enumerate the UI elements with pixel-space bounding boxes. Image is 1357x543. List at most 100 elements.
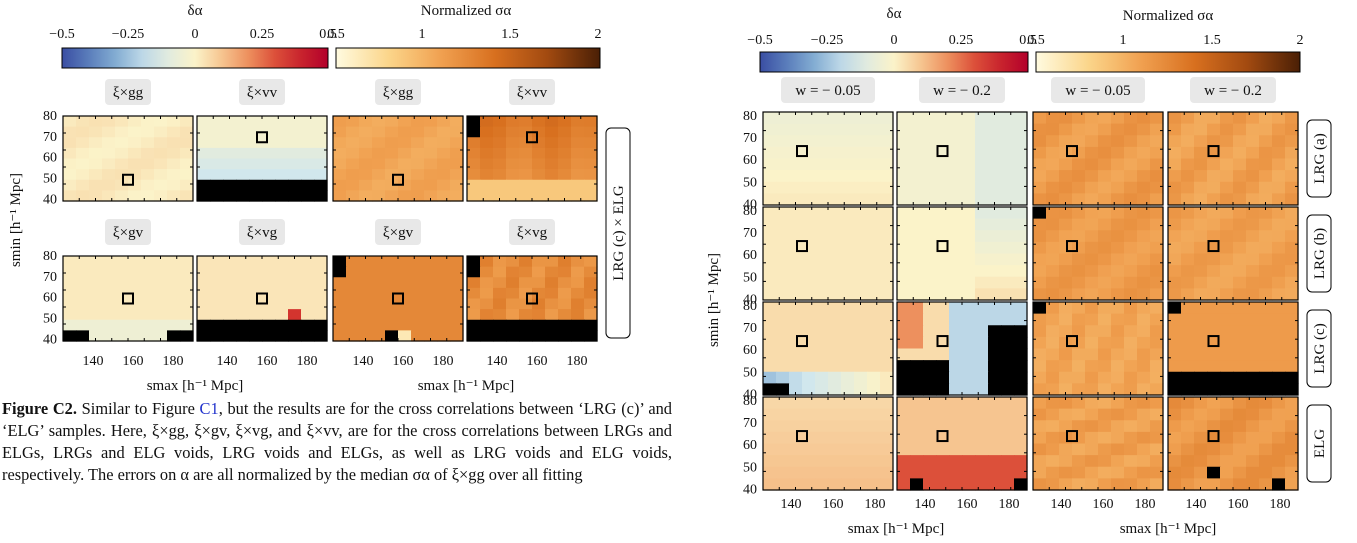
heatmap-cell	[1181, 265, 1195, 278]
heatmap-cell	[359, 147, 373, 160]
heatmap-cell	[1098, 265, 1112, 278]
heatmap-cell	[897, 123, 911, 136]
heatmap-cell	[154, 179, 168, 191]
heatmap-cell	[867, 466, 881, 479]
heatmap-cell	[1085, 371, 1099, 384]
heatmap-cell	[1207, 253, 1221, 266]
heatmap-cell	[493, 319, 507, 331]
heatmap-cell	[210, 287, 224, 300]
heatmap-cell	[89, 116, 103, 128]
heatmap-cell	[910, 170, 924, 183]
heatmap-cell	[1168, 207, 1182, 220]
heatmap-cell	[854, 193, 868, 206]
heatmap-cell	[1220, 443, 1234, 456]
heatmap-cell	[854, 313, 868, 326]
heatmap-cell	[1233, 230, 1247, 243]
caption-figure-link[interactable]: C1	[199, 399, 219, 418]
heatmap-cell	[1014, 241, 1028, 255]
heatmap-cell	[1137, 207, 1151, 220]
heatmap-cell	[1111, 230, 1125, 243]
heatmap-cell	[545, 309, 559, 321]
heatmap-cell	[923, 170, 937, 183]
right-sigma-colorbar	[1035, 51, 1301, 73]
heatmap-cell	[854, 146, 868, 160]
heatmap-cell	[1046, 408, 1060, 421]
heatmap-cell	[1246, 431, 1260, 445]
heatmap-cell	[1072, 383, 1086, 396]
heatmap-cell	[262, 179, 276, 191]
heatmap-cell	[1259, 253, 1273, 266]
heatmap-cell	[975, 193, 989, 206]
heatmap-cell	[333, 309, 347, 321]
heatmap-cell	[815, 313, 829, 326]
heatmap-cell	[558, 179, 572, 191]
fiducial-box-marker	[392, 173, 404, 186]
heatmap-cell	[1033, 336, 1047, 350]
heatmap-cell	[346, 116, 360, 128]
heatmap-cell	[424, 266, 438, 278]
right-panel-r3-c0	[762, 396, 894, 491]
heatmap-cell	[493, 298, 507, 310]
heatmap-cell	[776, 112, 790, 125]
heatmap-cell	[288, 256, 302, 268]
heatmap-cell	[398, 126, 412, 138]
heatmap-cell	[154, 330, 168, 342]
heatmap-cell	[128, 169, 142, 181]
heatmap-cell	[1285, 313, 1299, 326]
heatmap-cell	[1150, 265, 1164, 278]
heatmap-cell	[1220, 360, 1234, 373]
heatmap-cell	[1137, 241, 1151, 255]
heatmap-cell	[76, 298, 90, 310]
heatmap-cell	[936, 123, 950, 136]
heatmap-cell	[467, 179, 481, 191]
heatmap-cell	[154, 169, 168, 181]
heatmap-cell	[880, 466, 894, 479]
heatmap-cell	[923, 288, 937, 301]
heatmap-cell	[545, 158, 559, 170]
heatmap-cell	[115, 256, 129, 268]
heatmap-cell	[988, 302, 1002, 315]
heatmap-cell	[1150, 466, 1164, 479]
heatmap-cell	[1168, 253, 1182, 266]
heatmap-cell	[532, 190, 546, 202]
heatmap-cell	[789, 302, 803, 315]
heatmap-cell	[236, 287, 250, 300]
heatmap-cell	[1259, 302, 1273, 315]
heatmap-cell	[763, 218, 777, 231]
heatmap-cell	[897, 431, 911, 445]
heatmap-cell	[301, 330, 315, 342]
heatmap-cell	[467, 137, 481, 149]
heatmap-cell	[236, 319, 250, 331]
heatmap-cell	[411, 287, 425, 300]
heatmap-cell	[975, 360, 989, 373]
heatmap-cell	[115, 147, 129, 160]
heatmap-cell	[1259, 193, 1273, 206]
heatmap-cell	[571, 169, 585, 181]
heatmap-cell	[1207, 397, 1221, 410]
heatmap-cell	[828, 420, 842, 433]
heatmap-cell	[197, 287, 211, 300]
heatmap-cell	[584, 126, 598, 138]
heatmap-cell	[1194, 408, 1208, 421]
heatmap-cell	[1285, 371, 1299, 384]
heatmap-cell	[936, 193, 950, 206]
heatmap-cell	[910, 123, 924, 136]
heatmap-cell	[867, 325, 881, 338]
heatmap-cell	[802, 466, 816, 479]
heatmap-cell	[1137, 302, 1151, 315]
row-label: LRG (b)	[1312, 228, 1328, 279]
heatmap-cell	[936, 455, 950, 468]
heatmap-cell	[1085, 135, 1099, 148]
heatmap-cell	[545, 266, 559, 278]
heatmap-cell	[897, 348, 911, 361]
colorbar-tick-label: 0.5	[319, 27, 337, 42]
heatmap-cell	[776, 230, 790, 243]
heatmap-cell	[89, 330, 103, 342]
y-tick-label: 70	[43, 130, 57, 145]
heatmap-cell	[1168, 383, 1182, 396]
heatmap-cell	[1033, 455, 1047, 468]
heatmap-cell	[450, 190, 464, 202]
heatmap-cell	[1072, 466, 1086, 479]
heatmap-cell	[854, 397, 868, 410]
heatmap-cell	[519, 116, 533, 128]
